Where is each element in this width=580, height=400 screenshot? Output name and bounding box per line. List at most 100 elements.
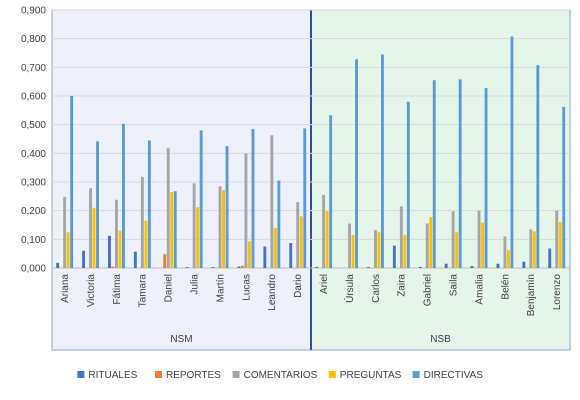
y-axis-ticks: 0,000 0,100 0,200 0,300 0,400 0,500 0,600 0,700…: [21, 6, 46, 275]
x-tick-label: Tamara: [138, 274, 149, 308]
bar-comentarios-19: [555, 210, 559, 268]
legend-label-rituales: RITUALES: [88, 370, 137, 381]
bar-directivas-0: [70, 96, 74, 268]
x-tick-label: Leandro: [267, 274, 278, 311]
bar-directivas-19: [562, 106, 566, 268]
bar-comentarios-12: [374, 230, 377, 268]
y-tick-label: 0,100: [21, 235, 46, 246]
bar-preguntas-2: [118, 230, 122, 268]
bar-reportes-7: [241, 265, 244, 268]
bar-preguntas-7: [248, 241, 251, 268]
bar-comentarios-11: [348, 223, 351, 268]
y-tick-label: 0,200: [21, 206, 46, 217]
x-tick-label: Gabriel: [423, 274, 434, 306]
bar-comentarios-6: [218, 186, 222, 268]
y-tick-label: 0,500: [21, 120, 46, 131]
bar-rituales-14: [418, 266, 422, 268]
x-tick-label: Victoria: [86, 274, 97, 308]
bar-rituales-2: [108, 235, 111, 268]
legend-swatch-reportes: [155, 371, 162, 378]
bar-rituales-9: [289, 243, 293, 268]
bar-preguntas-8: [273, 227, 277, 268]
x-tick-label: Amalia: [474, 274, 485, 305]
bar-preguntas-14: [429, 216, 433, 268]
bar-directivas-3: [147, 140, 151, 268]
bar-preguntas-0: [66, 232, 70, 268]
bar-preguntas-9: [299, 216, 303, 268]
bar-comentarios-1: [89, 188, 92, 268]
bar-directivas-17: [510, 36, 514, 268]
bar-comentarios-17: [503, 236, 507, 268]
group-label-nsm: NSM: [170, 334, 192, 345]
bar-preguntas-3: [144, 220, 148, 268]
bar-rituales-18: [522, 261, 526, 268]
x-tick-label: Carlos: [371, 274, 382, 303]
group-label-nsb: NSB: [430, 334, 451, 345]
bar-directivas-10: [329, 115, 333, 268]
bar-preguntas-1: [92, 207, 96, 268]
legend-swatch-rituales: [77, 371, 85, 378]
bar-comentarios-18: [529, 229, 533, 268]
legend-swatch-preguntas: [328, 371, 336, 378]
bar-preguntas-12: [377, 232, 381, 268]
y-tick-label: 0,400: [21, 149, 46, 160]
group-labels: NSM NSB: [170, 334, 451, 345]
x-tick-label: Ariel: [319, 274, 330, 294]
legend-swatch-comentarios: [232, 371, 240, 378]
bar-comentarios-3: [140, 176, 144, 268]
bar-directivas-1: [96, 141, 99, 268]
bar-directivas-16: [484, 87, 488, 269]
bar-preguntas-11: [351, 235, 355, 268]
bar-rituales-19: [548, 248, 552, 268]
bar-comentarios-2: [115, 199, 118, 268]
group-panel-nsb: [311, 10, 570, 350]
bar-directivas-8: [277, 180, 281, 268]
bar-directivas-13: [406, 101, 410, 268]
y-tick-label: 0,300: [21, 178, 46, 189]
bar-reportes-4: [163, 254, 167, 268]
bar-rituales-1: [82, 250, 85, 268]
legend-label-directivas: DIRECTIVAS: [424, 370, 484, 381]
bar-comentarios-8: [270, 135, 274, 268]
bar-comentarios-5: [192, 183, 196, 268]
bar-rituales-15: [444, 263, 448, 268]
bar-comentarios-15: [451, 211, 455, 268]
x-tick-label: Lucas: [241, 274, 252, 301]
group-panel-nsm: [52, 10, 311, 350]
bars: [56, 36, 566, 269]
bar-rituales-12: [367, 267, 370, 268]
bar-directivas-2: [122, 123, 125, 268]
bar-rituales-8: [263, 246, 267, 268]
x-tick-label: Ariana: [60, 274, 71, 303]
bar-preguntas-15: [455, 232, 459, 268]
bar-rituales-17: [496, 263, 500, 268]
bar-directivas-15: [458, 79, 462, 268]
bar-reportes-2: [111, 266, 115, 268]
bar-rituales-5: [185, 267, 189, 268]
x-tick-label: Julia: [189, 274, 200, 295]
y-tick-label: 0,000: [21, 264, 46, 275]
bar-preguntas-13: [403, 235, 407, 268]
bar-rituales-7: [237, 266, 241, 268]
bar-comentarios-10: [322, 194, 326, 268]
bar-rituales-10: [315, 266, 319, 268]
bar-preguntas-6: [222, 190, 225, 268]
bar-rituales-13: [392, 245, 396, 268]
bar-directivas-6: [225, 146, 229, 268]
bar-preguntas-4: [170, 192, 174, 268]
bar-preguntas-16: [481, 222, 484, 268]
bar-directivas-4: [173, 191, 177, 268]
legend: RITUALES REPORTES COMENTARIOS PREGUNTAS DIRE…: [77, 370, 483, 381]
x-tick-label: Martín: [215, 274, 226, 302]
x-tick-label: Fátima: [112, 274, 123, 305]
x-tick-label: Lorenzo: [552, 274, 563, 311]
bar-directivas-18: [536, 65, 540, 268]
bar-comentarios-14: [425, 223, 429, 268]
bar-comentarios-0: [63, 196, 67, 268]
x-axis-labels: Ariana Victoria Fátima Tamara Daniel Julia Mar…: [60, 274, 563, 317]
x-tick-label: Belén: [500, 274, 511, 300]
y-tick-label: 0,600: [21, 92, 46, 103]
bar-comentarios-16: [477, 210, 481, 268]
bar-comentarios-13: [399, 206, 403, 268]
